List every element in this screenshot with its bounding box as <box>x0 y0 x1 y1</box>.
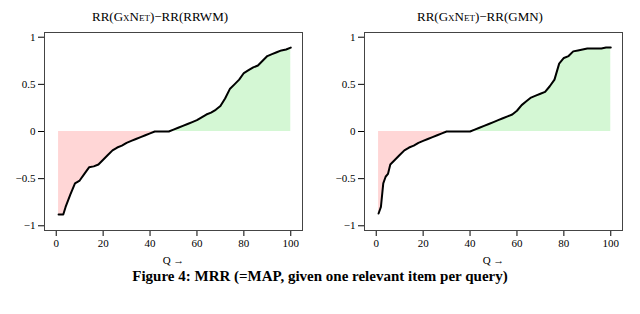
svg-text:Q →: Q → <box>483 254 505 266</box>
svg-text:−1: −1 <box>344 219 356 231</box>
svg-text:0: 0 <box>30 125 36 137</box>
svg-text:80: 80 <box>558 237 570 249</box>
svg-text:1: 1 <box>30 31 36 43</box>
svg-text:60: 60 <box>191 237 203 249</box>
html-text:Figure 4: MRR (=MAP, given one: Figure 4: MRR (=MAP, given one relevant … <box>132 268 508 284</box>
svg-text:0: 0 <box>373 237 379 249</box>
svg-text:−0.5: −0.5 <box>336 172 356 184</box>
svg-text:−0.5: −0.5 <box>16 172 36 184</box>
svg-text:20: 20 <box>418 237 430 249</box>
svg-text:0: 0 <box>53 237 59 249</box>
svg-text:80: 80 <box>238 237 250 249</box>
svg-text:0: 0 <box>350 125 356 137</box>
svg-text:0.5: 0.5 <box>342 78 356 90</box>
svg-text:60: 60 <box>511 237 523 249</box>
svg-text:−1: −1 <box>24 219 36 231</box>
svg-text:20: 20 <box>98 237 110 249</box>
svg-text:100: 100 <box>603 237 620 249</box>
html-text:RR(GxNet)−RR(RRWM): RR(GxNet)−RR(RRWM) <box>92 9 228 24</box>
svg-text:100: 100 <box>283 237 300 249</box>
svg-text:40: 40 <box>145 237 157 249</box>
svg-text:0.5: 0.5 <box>22 78 36 90</box>
html-text:RR(GxNet)−RR(GMN): RR(GxNet)−RR(GMN) <box>417 9 543 24</box>
svg-text:1: 1 <box>350 31 356 43</box>
svg-text:Q →: Q → <box>163 254 185 266</box>
svg-text:40: 40 <box>465 237 477 249</box>
